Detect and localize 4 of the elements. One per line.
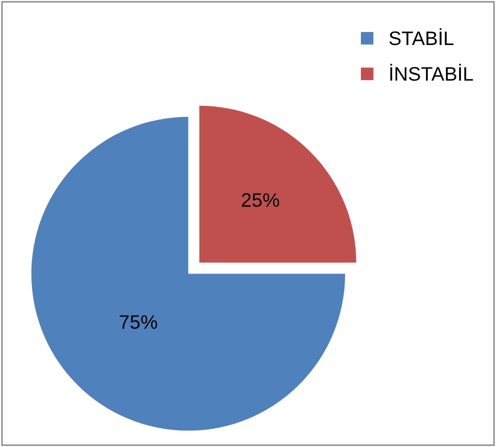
legend-label: STABİL xyxy=(389,28,454,46)
data-label: 75% xyxy=(120,315,158,329)
legend-label: İNSTABİL xyxy=(390,64,473,81)
data-label: 25% xyxy=(242,193,280,207)
